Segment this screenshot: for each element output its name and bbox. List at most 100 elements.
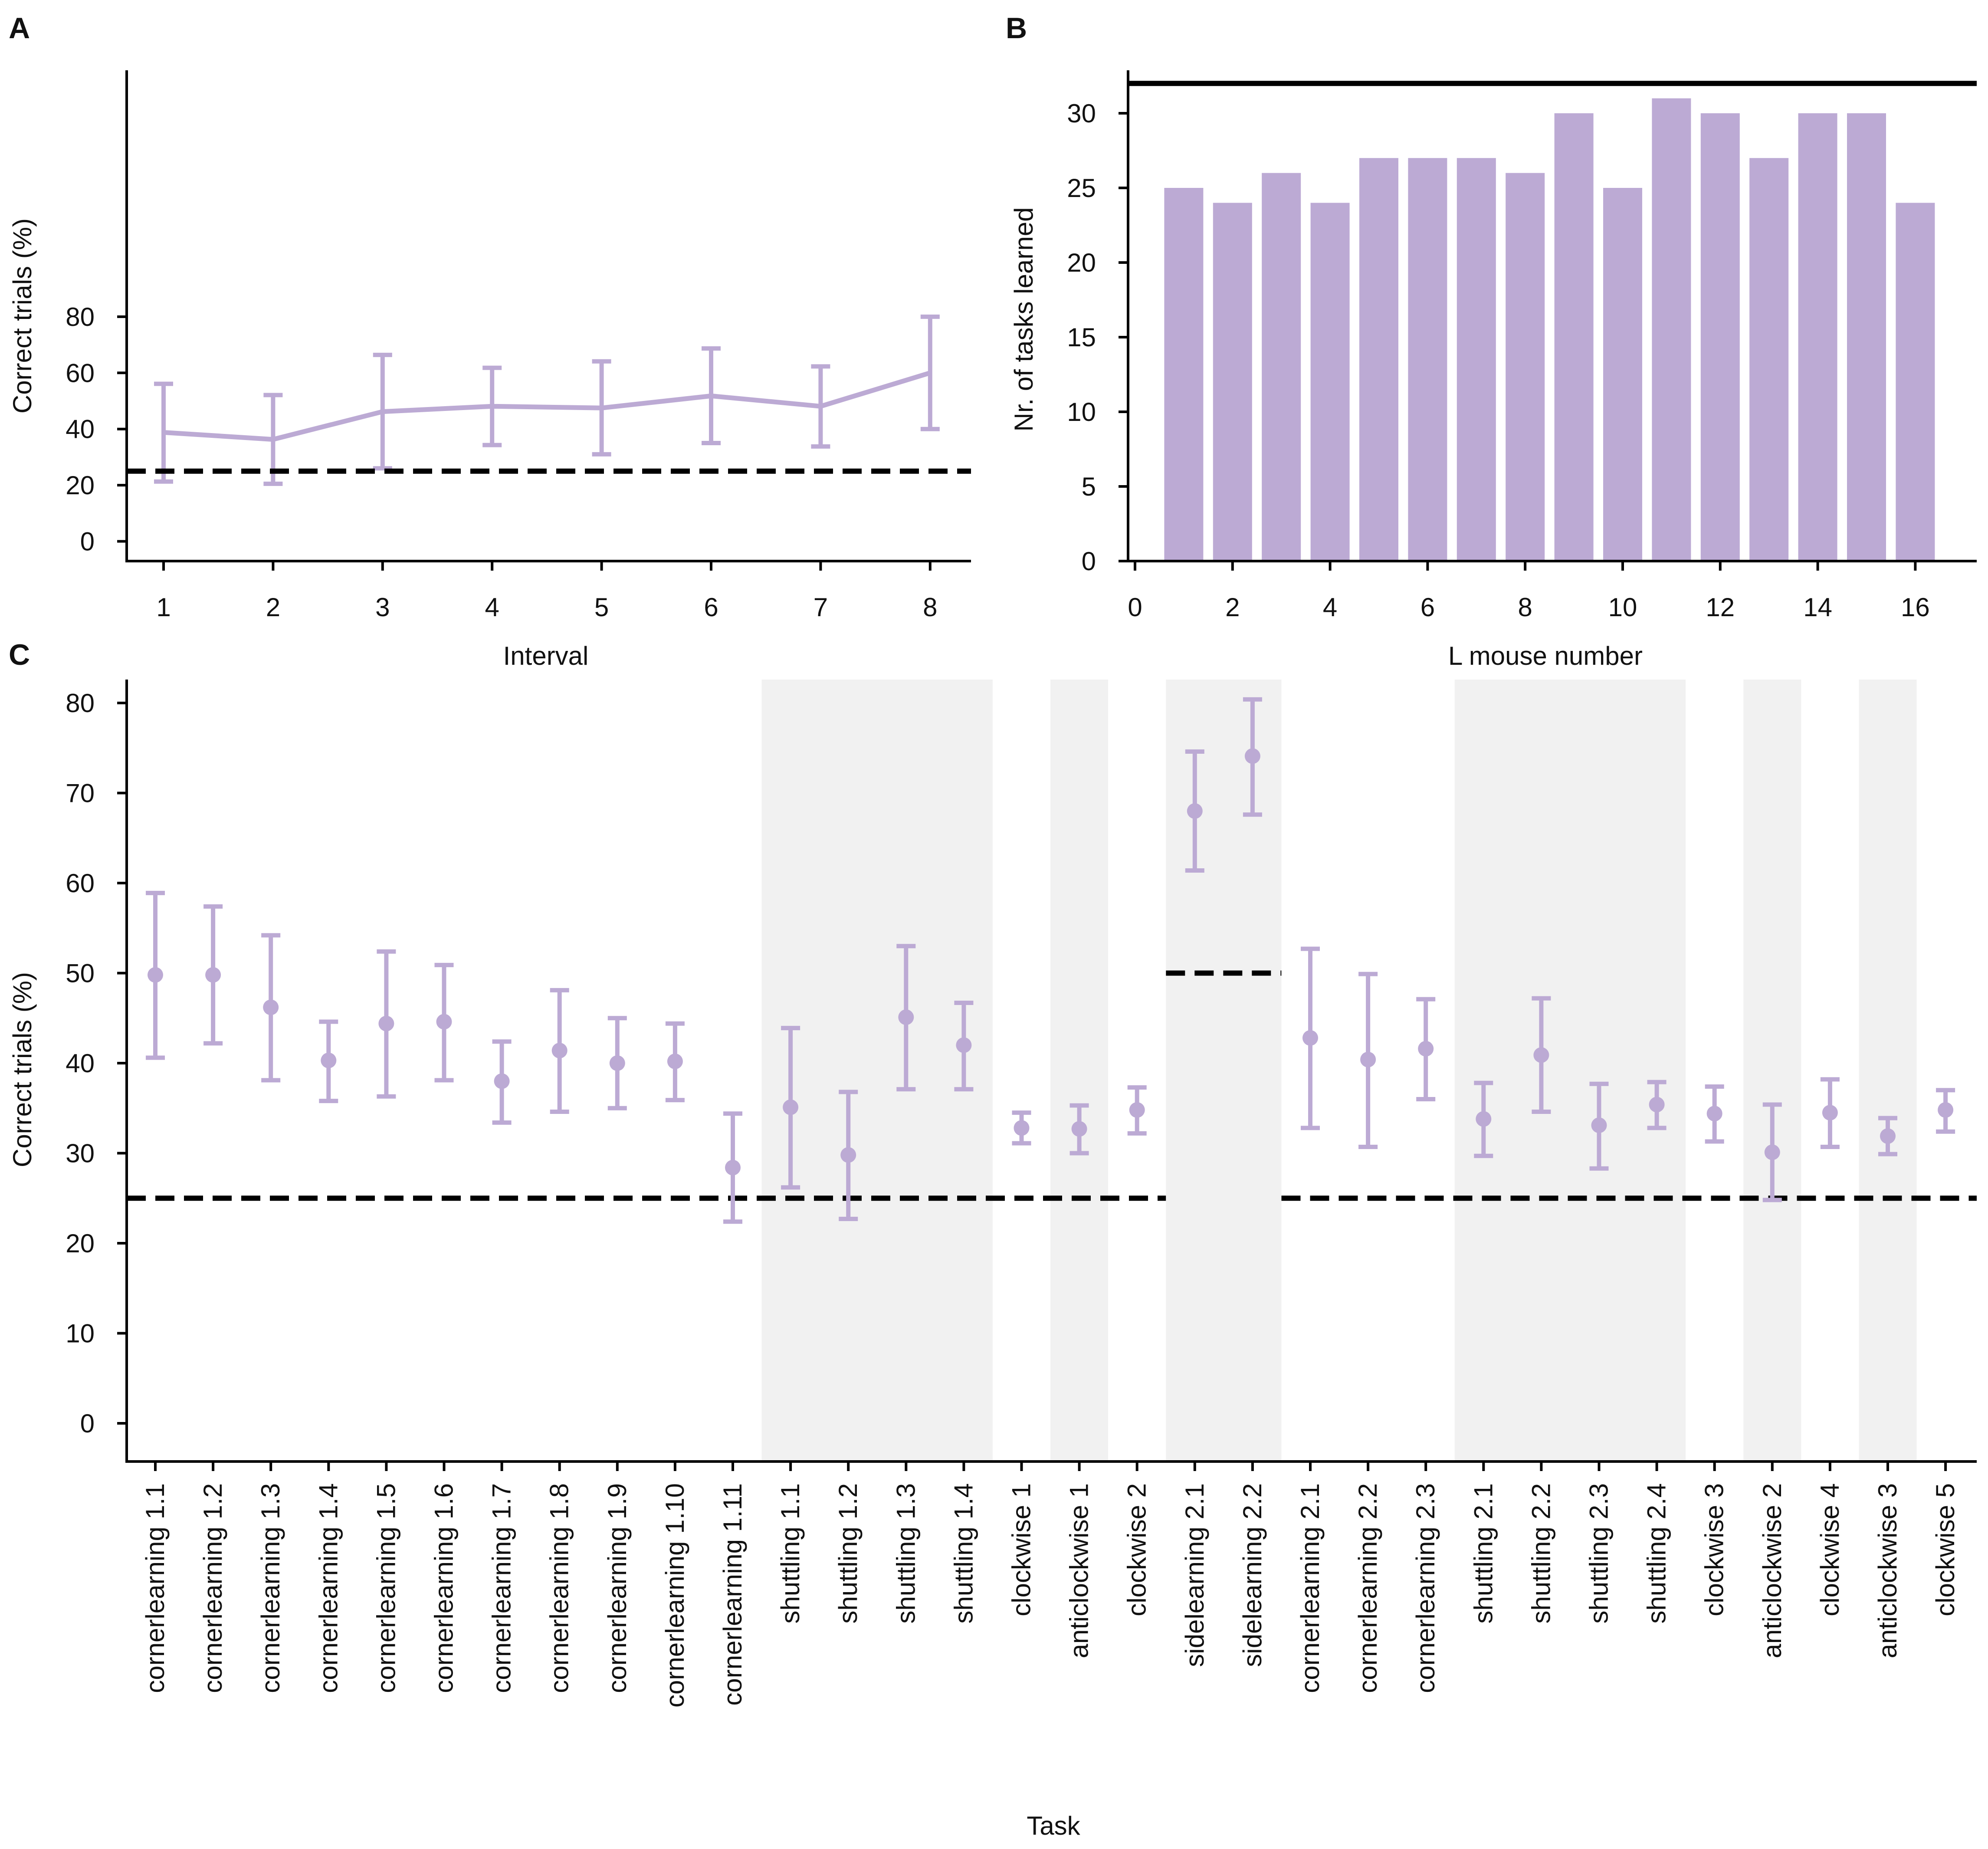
panel-b-bar-mouse-11 xyxy=(1652,98,1691,562)
panel-c-task-label: clockwise 3 xyxy=(1700,1483,1729,1616)
panel-b-bar-mouse-5 xyxy=(1359,158,1398,561)
panel-c-x-axis-label: Task xyxy=(1027,1811,1080,1840)
panel-c-point-task-6 xyxy=(436,1014,452,1030)
panel-c-reference xyxy=(127,970,1977,1201)
panel-c-point-task-11 xyxy=(725,1159,741,1176)
panel-c-task-label: cornerlearning 1.3 xyxy=(256,1483,285,1693)
panel-c-task-label: clockwise 1 xyxy=(1007,1483,1036,1616)
panel-c-point-task-21 xyxy=(1302,1030,1318,1046)
panel-c-task-label: cornerlearning 1.5 xyxy=(371,1483,400,1693)
panel-a-y-tick-label: 40 xyxy=(66,415,95,444)
panel-c-y-tick-label: 30 xyxy=(66,1139,95,1168)
panel-b-bar-mouse-15 xyxy=(1847,113,1886,561)
panel-b-x-tick-label: 8 xyxy=(1518,593,1532,622)
panel-c-shaded-block xyxy=(761,680,993,1461)
panel-c-task-label: clockwise 5 xyxy=(1931,1483,1960,1616)
panel-c-task-label: anticlockwise 3 xyxy=(1873,1483,1902,1659)
panel-c-point-task-20 xyxy=(1244,748,1260,764)
panel-c-task-label: anticlockwise 1 xyxy=(1065,1483,1094,1659)
panel-b-letter: B xyxy=(1006,12,1027,45)
panel-b-bar-mouse-3 xyxy=(1262,173,1301,562)
panel-c-task-label: cornerlearning 2.3 xyxy=(1411,1483,1440,1693)
panel-b-x-axis-label: L mouse number xyxy=(1448,641,1643,670)
panel-c-point-task-2 xyxy=(205,967,221,983)
panel-c-letter: C xyxy=(9,638,30,671)
panel-c-task-label: cornerlearning 2.1 xyxy=(1296,1483,1325,1693)
panel-b-y-tick-label: 0 xyxy=(1082,547,1096,576)
panel-c-point-task-27 xyxy=(1649,1097,1665,1113)
panel-b-bar-mouse-9 xyxy=(1554,113,1594,561)
panel-c-task-label: cornerlearning 1.1 xyxy=(141,1483,170,1693)
panel-c-task-label: shuttling 1.4 xyxy=(949,1483,978,1624)
panel-c-task-label: cornerlearning 1.6 xyxy=(430,1483,459,1693)
panel-b-y-tick-label: 5 xyxy=(1082,472,1096,501)
panel-c-y-tick-label: 10 xyxy=(66,1319,95,1348)
panel-a-x-tick-label: 7 xyxy=(814,593,828,622)
panel-c-task-label: cornerlearning 1.10 xyxy=(660,1483,689,1708)
panel-c-point-task-29 xyxy=(1764,1144,1780,1160)
panel-b-bar-mouse-1 xyxy=(1164,188,1204,561)
panel-b-x-ticks: 0 2 4 6 8 10 12 14 16 xyxy=(1128,561,1930,622)
panel-c-task-label: cornerlearning 1.11 xyxy=(718,1483,747,1706)
panel-c-point-task-3 xyxy=(263,999,279,1015)
panel-c-x-ticks: cornerlearning 1.1 cornerlearning 1.2 corn… xyxy=(141,1461,1960,1708)
panel-c-y-tick-label: 20 xyxy=(66,1229,95,1258)
panel-c-task-label: cornerlearning 1.7 xyxy=(487,1483,516,1693)
panel-c-y-tick-label: 50 xyxy=(66,959,95,988)
panel-c-y-tick-label: 70 xyxy=(66,779,95,808)
panel-c-point-task-1 xyxy=(148,967,163,983)
panel-c-point-task-13 xyxy=(840,1147,856,1163)
panel-b-bar-mouse-12 xyxy=(1700,113,1740,561)
panel-c-point-task-30 xyxy=(1822,1105,1838,1121)
panel-a-x-tick-label: 1 xyxy=(156,593,171,622)
panel-c-task-label: shuttling 1.3 xyxy=(891,1483,920,1624)
panel-c-point-task-16 xyxy=(1014,1120,1030,1136)
panel-c-point-task-24 xyxy=(1476,1111,1492,1127)
panel-a-x-tick-label: 8 xyxy=(923,593,937,622)
panel-c-point-task-4 xyxy=(321,1052,337,1068)
panel-c-point-task-28 xyxy=(1706,1106,1722,1122)
panel-c-task-label: cornerlearning 1.2 xyxy=(198,1483,227,1693)
panel-a-x-tick-label: 5 xyxy=(594,593,609,622)
panel-b-x-tick-label: 0 xyxy=(1128,593,1142,622)
panel-b-y-tick-label: 15 xyxy=(1067,323,1096,352)
panel-b-y-ticks: 0 5 10 15 20 25 30 xyxy=(1067,99,1128,576)
panel-c-y-ticks: 0 10 20 30 40 50 60 70 80 xyxy=(66,689,127,1438)
panel-c-y-tick-label: 60 xyxy=(66,869,95,898)
panel-b-x-tick-label: 10 xyxy=(1608,593,1637,622)
panel-c-y-axis-label: Correct trials (%) xyxy=(8,972,37,1167)
panel-c-shaded-block xyxy=(1050,680,1109,1461)
panel-c-y-tick-label: 40 xyxy=(66,1049,95,1078)
panel-b-bar-mouse-2 xyxy=(1213,203,1252,561)
panel-c-point-task-25 xyxy=(1533,1047,1549,1063)
panel-a-x-tick-label: 6 xyxy=(704,593,718,622)
panel-c-point-task-8 xyxy=(551,1042,568,1058)
panel-a-y-tick-label: 60 xyxy=(66,358,95,388)
panel-c-point-task-5 xyxy=(378,1015,394,1031)
panel-c-task-label: cornerlearning 1.8 xyxy=(545,1483,574,1693)
panel-a-y-ticks: 0 20 40 60 80 xyxy=(66,302,127,556)
panel-b-x-tick-label: 14 xyxy=(1803,593,1832,622)
panel-c-point-task-31 xyxy=(1880,1128,1896,1144)
panel-c-y-tick-label: 0 xyxy=(80,1409,95,1438)
panel-c-task-label: sidelearning 2.1 xyxy=(1180,1483,1209,1667)
panel-c-shaded-block xyxy=(1743,680,1801,1461)
panel-c-task-label: shuttling 2.1 xyxy=(1469,1483,1498,1624)
panel-c-point-task-22 xyxy=(1360,1051,1376,1067)
panel-c-task-label: shuttling 2.3 xyxy=(1584,1483,1614,1624)
panel-a-y-tick-label: 20 xyxy=(66,471,95,500)
panel-b-x-tick-label: 6 xyxy=(1420,593,1435,622)
panel-a-letter: A xyxy=(9,12,30,45)
panel-b-y-tick-label: 20 xyxy=(1067,248,1096,277)
panel-c-shaded-block xyxy=(1166,680,1282,1461)
panel-b-bar-mouse-10 xyxy=(1603,188,1642,561)
panel-c-point-task-7 xyxy=(494,1073,510,1089)
panel-b-bar-mouse-7 xyxy=(1457,158,1496,561)
panel-a-x-axis-label: Interval xyxy=(503,641,589,670)
panel-a-x-tick-label: 3 xyxy=(375,593,390,622)
panel-c-shaded-block xyxy=(1454,680,1686,1461)
panel-c-point-task-14 xyxy=(898,1009,914,1025)
